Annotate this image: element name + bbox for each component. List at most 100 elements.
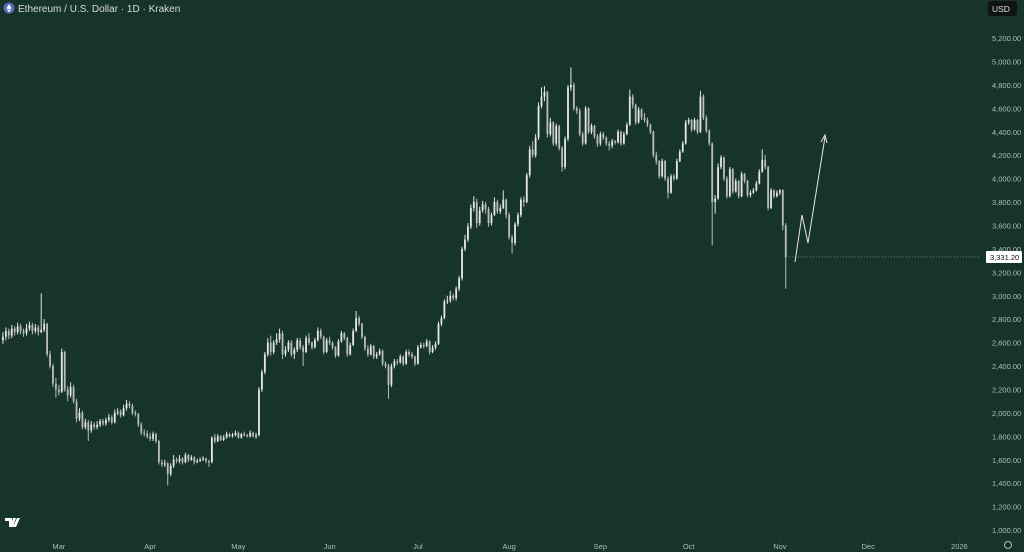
candle-body [487, 209, 490, 224]
candle-body [202, 458, 204, 460]
settings-icon[interactable] [1004, 541, 1012, 549]
candle-body [364, 336, 366, 349]
candle-body [431, 347, 434, 352]
candle-body [637, 109, 640, 123]
candle-body [225, 433, 228, 438]
candle-body [693, 120, 696, 130]
candle-body [708, 130, 711, 144]
candle-body [343, 333, 346, 338]
candle-body [411, 354, 413, 357]
candle-body [402, 356, 405, 364]
candle-body [490, 214, 493, 224]
x-tick-label: Mar [52, 542, 65, 551]
candle-body [443, 301, 446, 319]
candle-body [372, 346, 375, 357]
candle-body [525, 175, 528, 203]
candle-body [452, 295, 455, 299]
candle-body [219, 436, 222, 440]
candle-body [578, 110, 581, 135]
candle-body [558, 125, 561, 149]
candle-body [505, 199, 508, 215]
candle-body [725, 178, 728, 197]
y-tick-label: 5,200.00 [992, 34, 1021, 43]
candle-body [758, 171, 761, 184]
candle-body [699, 96, 702, 132]
candle-body [596, 136, 599, 144]
candle-body [60, 351, 63, 392]
candle-body [640, 109, 643, 118]
candle-body [587, 108, 590, 132]
candle-body [134, 412, 137, 415]
candle-body [484, 204, 487, 210]
candle-body [614, 141, 616, 143]
candle-body [746, 180, 749, 196]
candle-body [337, 341, 340, 356]
candle-body [196, 460, 199, 463]
candle-body [625, 124, 628, 135]
projection-arrowhead [820, 133, 828, 144]
candle-body [96, 424, 99, 427]
candle-body [369, 346, 372, 355]
candle-body [599, 134, 602, 144]
candle-body [149, 436, 152, 439]
candle-body [34, 327, 37, 331]
candle-body [272, 342, 275, 352]
candle-body [449, 295, 452, 301]
candle-body [25, 328, 28, 334]
candle-body [190, 457, 193, 460]
candle-body [187, 455, 190, 460]
y-tick-label: 1,400.00 [992, 479, 1021, 488]
candle-body [737, 180, 740, 197]
projection-drawing [794, 136, 826, 263]
candle-body [52, 366, 54, 384]
candle-body [243, 433, 246, 436]
y-tick-label: 2,600.00 [992, 339, 1021, 348]
candle-body [399, 356, 402, 363]
candle-body [502, 199, 505, 208]
candle-body [81, 412, 84, 427]
candle-body [284, 349, 287, 355]
candle-body [99, 421, 101, 425]
candle-body [752, 190, 755, 193]
candle-body [302, 347, 305, 352]
candle-body [661, 161, 664, 177]
candle-body [305, 337, 307, 352]
candle-body [555, 125, 558, 144]
candle-body [169, 465, 172, 474]
last-price-label: 3,331.20 [990, 253, 1019, 262]
candle-body [252, 432, 255, 437]
candle-body [605, 137, 608, 144]
x-tick-label: Aug [502, 542, 515, 551]
candle-body [670, 176, 672, 193]
candle-body [387, 366, 390, 385]
candle-body [393, 361, 396, 367]
candle-body [764, 159, 767, 167]
chart-title: Ethereum / U.S. Dollar · 1D · Kraken [18, 4, 180, 15]
candle-body [675, 161, 678, 179]
candle-body [493, 202, 496, 215]
candle-body [281, 333, 284, 355]
candle-body [390, 366, 393, 385]
candle-body [31, 325, 34, 331]
candle-body [622, 134, 625, 144]
currency-label[interactable]: USD [992, 4, 1010, 14]
candle-body [246, 435, 249, 437]
candle-body [419, 344, 422, 348]
y-tick-label: 1,200.00 [992, 503, 1021, 512]
candle-body [628, 96, 631, 125]
candles [2, 67, 787, 486]
candle-body [740, 173, 743, 197]
candle-body [222, 437, 225, 440]
candle-body [734, 180, 737, 192]
candle-body [534, 137, 537, 156]
candle-body [767, 166, 770, 208]
y-tick-label: 3,600.00 [992, 221, 1021, 230]
currency-button[interactable] [988, 1, 1017, 16]
candle-body [655, 155, 658, 162]
candle-body [55, 383, 57, 390]
x-tick-label: Jun [324, 542, 336, 551]
candle-body [617, 131, 619, 143]
candle-body [575, 108, 578, 111]
